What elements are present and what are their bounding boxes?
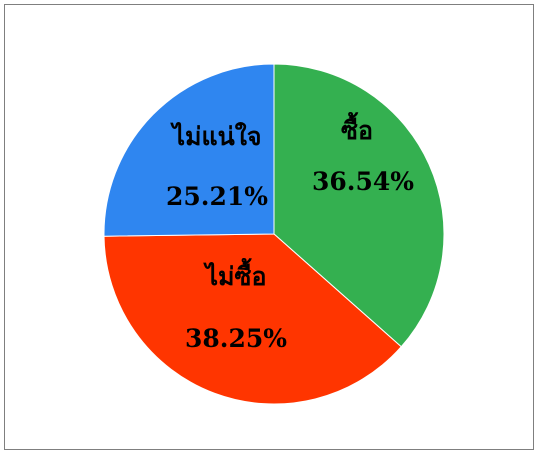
pie-slice: [103, 63, 275, 237]
slice-value-label: 25.21%: [166, 182, 268, 211]
pie-slice: [273, 63, 445, 348]
pie-chart: ซื้อ 36.54% ไม่ซื้อ 38.25% ไม่แน่ใจ 25.21%: [103, 63, 445, 405]
pie-labels: ซื้อ 36.54% ไม่ซื้อ 38.25% ไม่แน่ใจ 25.21%: [166, 111, 414, 353]
slice-category-label: ซื้อ: [341, 111, 373, 145]
slice-value-label: 38.25%: [185, 324, 287, 353]
slice-category-label: ไม่แน่ใจ: [169, 121, 261, 151]
slice-value-label: 36.54%: [312, 167, 414, 196]
slice-category-label: ไม่ซื้อ: [202, 257, 266, 291]
pie-slices: [103, 63, 445, 405]
pie-slice: [103, 233, 402, 405]
chart-frame: ซื้อ 36.54% ไม่ซื้อ 38.25% ไม่แน่ใจ 25.21%: [4, 4, 534, 450]
